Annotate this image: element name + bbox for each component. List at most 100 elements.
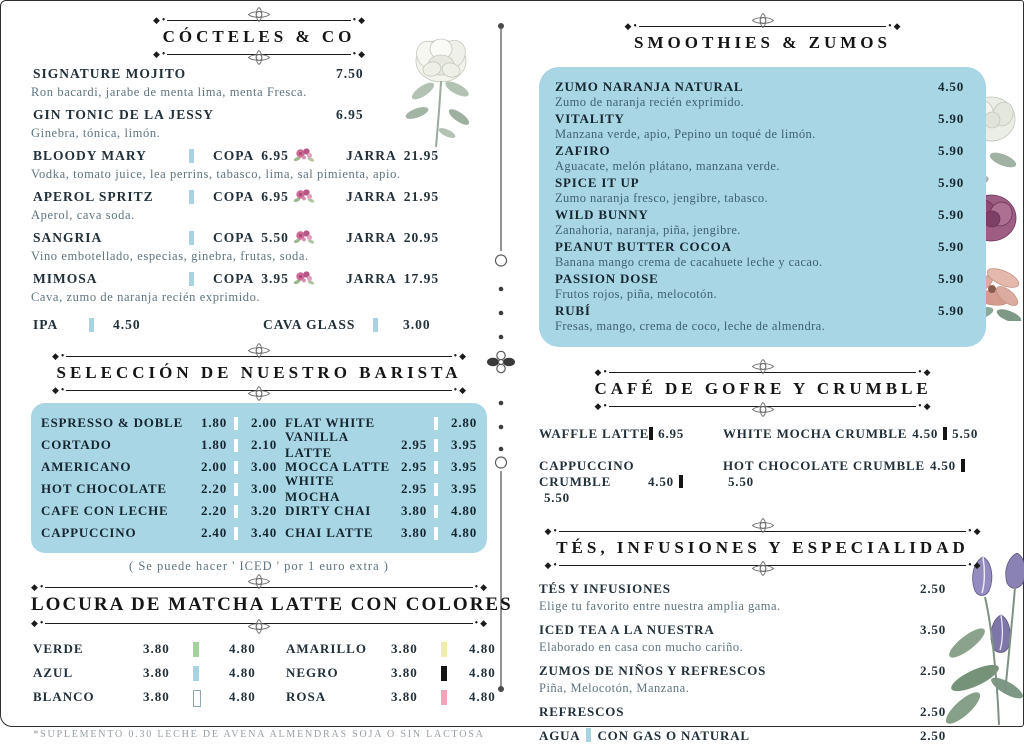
cava-glass-name: CAVA GLASS [263, 317, 356, 332]
cocktail-description: Aperol, cava soda. [31, 208, 135, 222]
tes-description: Elaborado en casa con mucho cariño. [539, 640, 744, 654]
drink-name: DIRTY CHAI [285, 503, 372, 518]
drink-name: WHITE MOCHA [285, 473, 341, 504]
barista-header: ◆ • • ◆ SELECCIÓN DE NUESTRO BARISTA ◆ • • ◆ [52, 342, 466, 402]
jarra-label: JARRA [346, 189, 397, 204]
rose-spray-icon [293, 146, 315, 167]
drink-price-large: 3.95 [451, 481, 477, 496]
gofre-name: CAPPUCCINO CRUMBLE [539, 458, 635, 489]
matcha-title: LOCURA DE MATCHA LATTE CON COLORES [31, 594, 513, 615]
right-column: ◆ • • ◆ SMOOTHIES & ZUMOS ZUMO NARANJA NATU… [539, 9, 986, 752]
tes-price: 3.50 [920, 622, 946, 637]
smoothie-price: 5.90 [938, 239, 964, 254]
tes-title: TÉS, INFUSIONES Y ESPECIALIDAD [556, 538, 969, 557]
price-divider-bar [434, 526, 438, 540]
ipa-price: 4.50 [113, 317, 141, 332]
drink-name: ESPRESSO & DOBLE [41, 415, 184, 430]
jarra-label: JARRA [346, 230, 397, 245]
smoothie-price: 5.90 [938, 271, 964, 286]
tes-row: TÉS Y INFUSIONES 2.50 [539, 581, 986, 598]
center-divider-ornament [487, 23, 515, 692]
tes-name-post: CON GAS O NATURAL [597, 728, 750, 743]
cocktail-row: GIN TONIC DE LA JESSY 6.95 [31, 107, 487, 124]
jarra-label: JARRA [346, 148, 397, 163]
matcha-color-name: BLANCO [33, 689, 95, 704]
smoothie-description: Fresas, mango, crema de coco, leche de a… [555, 319, 826, 333]
drink-price-small: 2.95 [401, 459, 427, 474]
smoothie-row: ZUMO NARANJA NATURAL 4.50 [555, 79, 964, 95]
matcha-color-name: NEGRO [286, 665, 339, 680]
price-divider-bar [678, 475, 683, 488]
price-divider-bar [189, 190, 194, 204]
drink-price-large: 3.20 [251, 503, 277, 518]
price-divider-bar [234, 460, 238, 474]
jarra-label: JARRA [346, 271, 397, 286]
smoothie-description: Zumo naranja fresco, jengibre, tabasco. [555, 191, 769, 205]
price-divider-bar [434, 482, 438, 496]
smoothie-name: PEANUT BUTTER COCOA [555, 239, 732, 254]
tes-name-pre: AGUA [539, 728, 581, 743]
rose-spray-icon [293, 230, 315, 244]
drink-name: CHAI LATTE [285, 525, 374, 540]
beer-cava-row: IPA 4.50 CAVA GLASS 3.00 [31, 317, 487, 337]
cocktail-name: MIMOSA [33, 271, 98, 286]
matcha-color-name: AMARILLO [286, 641, 367, 656]
smoothie-price: 4.50 [938, 79, 964, 94]
matcha-row: AZUL 3.80 4.80 NEGRO 3.80 4.80 [31, 665, 495, 689]
matcha-price-large: 4.80 [229, 689, 256, 704]
rose-spray-icon [293, 271, 315, 285]
smoothie-description: Frutos rojos, piña, melocotón. [555, 287, 717, 301]
purple-flowers [945, 553, 1024, 726]
matcha-price-small: 3.80 [143, 665, 170, 680]
cocktail-name: APEROL SPRITZ [33, 189, 154, 204]
tes-price: 2.50 [920, 728, 946, 743]
barista-left-row: AMERICANO 2.00 3.00 [41, 456, 277, 478]
drink-price-small: 1.80 [201, 415, 227, 430]
matcha-color-swatch [441, 690, 447, 705]
drink-price-small: 3.80 [401, 503, 427, 518]
drink-price-small: 2.20 [201, 481, 227, 496]
matcha-header: ◆ • • ◆ LOCURA DE MATCHA LATTE CON COLORES … [31, 573, 513, 635]
drink-price-large: 2.80 [451, 415, 477, 430]
tes-row: ICED TEA A LA NUESTRA 3.50 [539, 622, 986, 639]
barista-right-row: MOCCA LATTE 2.95 3.95 [285, 456, 477, 478]
cocktail-item: MIMOSA COPA 3.95 JARRA 17.95 Cava, zumo de n… [31, 271, 487, 305]
barista-left-row: CAFE CON LECHE 2.20 3.20 [41, 500, 277, 522]
copa-price-group: COPA 5.50 [213, 230, 289, 246]
milk-supplement-footnote: *SUPLEMENTO 0.30 LECHE DE AVENA ALMENDRA… [33, 729, 485, 740]
drink-price-large: 2.00 [251, 415, 277, 430]
smoothie-description: Aguacate, melón plátano, manzana verde. [555, 159, 780, 173]
drink-price-large: 3.40 [251, 525, 277, 540]
smoothie-description: Manzana verde, apio, Pepino un toqué de … [555, 127, 816, 141]
drink-price-small: 1.80 [201, 437, 227, 452]
drink-name: CAFE CON LECHE [41, 503, 169, 518]
smoothie-row: SPICE IT UP 5.90 [555, 175, 964, 191]
rose-spray-icon [293, 148, 315, 162]
drink-price-large: 4.80 [451, 503, 477, 518]
tes-name: ICED TEA A LA NUESTRA [539, 622, 715, 637]
jarra-price-group: JARRA 21.95 [346, 148, 439, 164]
drink-price-large: 3.95 [451, 437, 477, 452]
price-divider-bar [189, 149, 194, 163]
price-divider-bar [189, 272, 194, 286]
tes-price: 2.50 [920, 663, 946, 678]
price-divider-bar [434, 438, 438, 452]
matcha-list: VERDE 3.80 4.80 AMARILLO 3.80 4.80 AZUL 3.80 4.8… [31, 641, 495, 713]
jarra-price-group: JARRA 20.95 [346, 230, 439, 246]
barista-left-row: HOT CHOCOLATE 2.20 3.00 [41, 478, 277, 500]
gofre-price-small: 4.50 [648, 474, 674, 489]
white-peony-flower [405, 38, 470, 148]
drink-name: FLAT WHITE [285, 415, 375, 430]
price-divider-bar [586, 728, 592, 742]
smoothie-description: Zumo de naranja recién exprimido. [555, 95, 745, 109]
gofre-title: CAFÉ DE GOFRE Y CRUMBLE [594, 379, 932, 398]
cocktail-row: BLOODY MARY COPA 6.95 JARRA 21.95 [31, 148, 487, 165]
smoothie-price: 5.90 [938, 207, 964, 222]
smoothie-row: PASSION DOSE 5.90 [555, 271, 964, 287]
barista-right-row: DIRTY CHAI 3.80 4.80 [285, 500, 477, 522]
smoothie-name: ZAFIRO [555, 143, 611, 158]
price-divider-bar [189, 231, 194, 245]
gofre-item: CAPPUCCINO CRUMBLE 4.50 5.50 [539, 458, 717, 506]
drink-price-small: 2.40 [201, 525, 227, 540]
copa-price: 3.95 [261, 271, 289, 286]
